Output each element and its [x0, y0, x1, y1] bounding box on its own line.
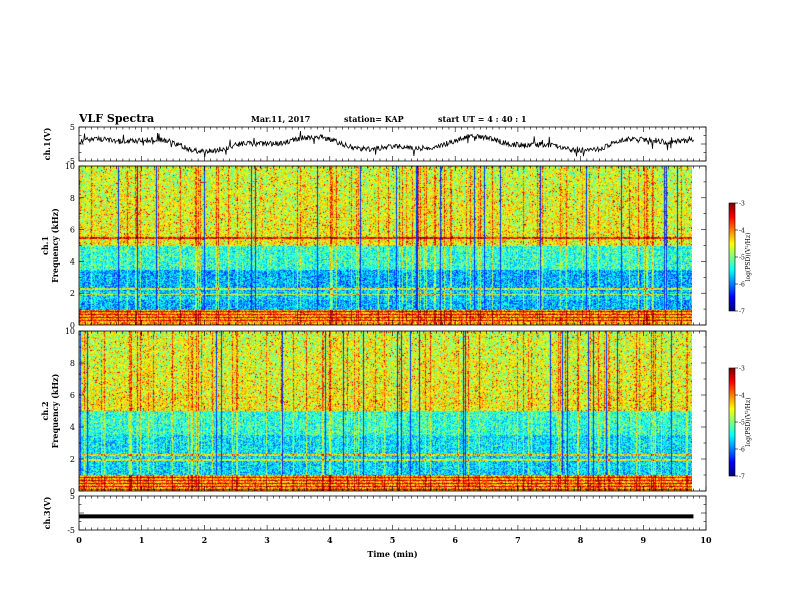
- x-tick-label: 5: [390, 535, 396, 545]
- chart-title: VLF Spectra: [79, 112, 155, 125]
- colorbar-tick-label: -4: [739, 393, 745, 400]
- colorbar-tick-label: -6: [739, 282, 745, 289]
- waveform-lines: [78, 131, 694, 519]
- spec1-ytick-label: 4: [70, 257, 75, 266]
- spec2-ytick-label: 10: [65, 327, 75, 336]
- spec1-ylabel: Frequency (kHz): [50, 208, 60, 283]
- colorbar-ch2: [729, 368, 735, 476]
- x-tick-label: 7: [515, 535, 521, 545]
- x-tick-label: 6: [452, 535, 458, 545]
- x-tick-label: 1: [139, 535, 145, 545]
- spec2-ylabel: Frequency (kHz): [50, 373, 60, 448]
- spectrogram-ch2-image: [79, 331, 692, 491]
- x-tick-label: 2: [202, 535, 208, 545]
- axis-labels: -3 -4 -5 -6 -7 log(PSD)(V²/Hz) -3 -4 -5 -6 -7 log(P…: [40, 123, 752, 559]
- colorbar-tick-label: -3: [739, 201, 745, 208]
- colorbar-tick-label: -4: [739, 228, 745, 235]
- wave3-ytick-label: 5: [70, 492, 75, 501]
- colorbar-tick-label: -5: [739, 255, 745, 262]
- spec1-channel-label: ch.1: [40, 236, 50, 255]
- colorbar-tick-label: -5: [739, 420, 745, 427]
- spec2-ytick-label: 0: [70, 487, 75, 496]
- colorbar-tick-label: -7: [739, 474, 745, 481]
- colorbar-label: log(PSD)(V²/Hz): [745, 398, 752, 447]
- x-tick-label: 3: [264, 535, 270, 545]
- colorbar-tick-label: -6: [739, 447, 745, 454]
- start-ut-label: start UT = 4 : 40 : 1: [438, 114, 527, 124]
- x-tick-label: 10: [700, 535, 712, 545]
- x-tick-label: 0: [76, 535, 82, 545]
- spec1-ytick-label: 10: [65, 162, 75, 171]
- date-label: Mar.11, 2017: [251, 114, 311, 124]
- colorbar-ch1: [729, 203, 735, 311]
- wave3-ylabel: ch.3(V): [42, 496, 52, 529]
- wave1-ytick-label: 5: [70, 123, 75, 132]
- spec2-channel-label: ch.2: [40, 401, 50, 420]
- station-label: station= KAP: [344, 114, 404, 124]
- spec1-ytick-label: 2: [70, 289, 75, 298]
- spec2-ytick-label: 4: [70, 423, 75, 432]
- spec1-ytick-label: 6: [70, 226, 75, 235]
- spec2-ytick-label: 8: [70, 359, 75, 368]
- spec2-ytick-label: 6: [70, 391, 75, 400]
- axes-frames: [78, 126, 738, 531]
- wave1-ytick-label: -5: [67, 157, 75, 166]
- x-tick-label: 4: [327, 535, 333, 545]
- spectrogram-ch1-image: [79, 166, 692, 325]
- spec1-ytick-label: 8: [70, 194, 75, 203]
- colorbar-tick-label: -3: [739, 366, 745, 373]
- panel-frame-w1: [78, 126, 707, 162]
- x-axis-label: Time (min): [367, 549, 417, 559]
- wave1-ylabel: ch.1(V): [42, 127, 52, 160]
- colorbar-tick-label: -7: [739, 309, 745, 316]
- wave3-ytick-label: -5: [67, 526, 75, 535]
- waveform-ch1-line: [78, 131, 694, 157]
- spectrogram-images: [79, 166, 735, 491]
- colorbar-label: log(PSD)(V²/Hz): [745, 233, 752, 282]
- x-tick-label: 9: [641, 535, 647, 545]
- spec2-ytick-label: 2: [70, 455, 75, 464]
- panel-frame-w2: [78, 495, 707, 531]
- x-tick-label: 8: [578, 535, 584, 545]
- spec1-ytick-label: 0: [70, 321, 75, 330]
